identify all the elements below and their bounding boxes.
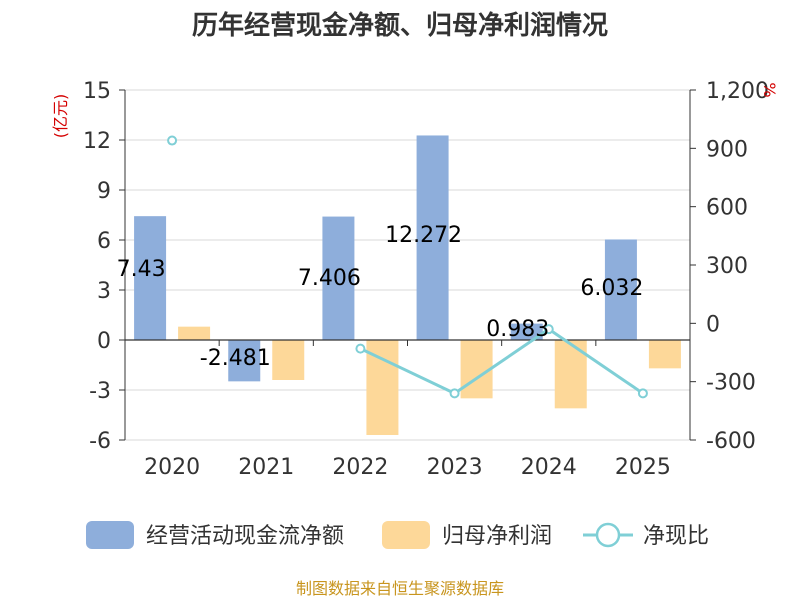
ratio-line-segment (453, 327, 550, 395)
ratio-line-segment (359, 347, 456, 395)
ratio-point (543, 324, 554, 335)
bar-cashflow (510, 323, 543, 340)
x-tick-label: 2025 (615, 455, 671, 480)
cashflow-data-label: 7.406 (298, 266, 361, 291)
legend-swatch-cashflow (86, 521, 134, 549)
bar-net-profit (460, 340, 493, 399)
y-right-tick-label: 0 (706, 312, 720, 337)
legend: 经营活动现金流净额 归母净利润 净现比 (86, 521, 709, 549)
cashflow-data-label: -2.481 (200, 346, 271, 371)
ratio-point (355, 343, 366, 354)
legend-swatch-net-profit (382, 521, 430, 549)
cashflow-data-label: 6.032 (580, 276, 643, 301)
bar-net-profit (178, 326, 211, 340)
legend-label-cashflow: 经营活动现金流净额 (146, 524, 344, 549)
y-right-unit: % (760, 82, 779, 97)
y-left-tick-label: 12 (83, 129, 111, 154)
bar-net-profit (366, 340, 399, 435)
data-labels-group: 7.43 -2.481 7.406 12.272 0.983 6.032 (117, 223, 644, 371)
legend-marker-ratio (595, 522, 621, 548)
cashflow-data-label: 7.43 (117, 257, 166, 282)
y-right-tick-label: 300 (706, 254, 748, 279)
bar-net-profit (648, 340, 681, 369)
gridlines (125, 89, 690, 441)
x-tick-label: 2023 (427, 455, 483, 480)
ratio-point (449, 388, 460, 399)
y-left-tick-label: -3 (89, 379, 111, 404)
y-left-tick-label: 0 (97, 329, 111, 354)
legend-label-ratio: 净现比 (643, 524, 709, 549)
y-left-tick-label: 3 (97, 279, 111, 304)
y-left-tick-label: 15 (83, 79, 111, 104)
y-left-tick-label: 9 (97, 179, 111, 204)
ratio-point (637, 388, 648, 399)
cashflow-data-label: 0.983 (486, 317, 549, 342)
axes-group: 15 12 9 6 3 0 -3 -6 1,200 900 600 300 0 -300 -600 (亿元)%… (51, 79, 779, 480)
cashflow-data-label: 12.272 (385, 223, 462, 248)
ratio-line-group (167, 135, 648, 399)
bars-group (134, 135, 681, 435)
bar-cashflow (322, 216, 355, 340)
y-right-tick-label: -600 (706, 429, 756, 454)
bar-cashflow (228, 340, 261, 382)
ratio-line-segment (547, 327, 644, 395)
bar-cashflow (604, 239, 637, 340)
bar-cashflow (416, 135, 449, 340)
y-right-tick-label: 1,200 (706, 79, 769, 104)
y-left-tick-label: 6 (97, 229, 111, 254)
bar-net-profit (272, 340, 305, 380)
source-note: 制图数据来自恒生聚源数据库 (296, 579, 504, 598)
x-tick-label: 2021 (238, 455, 294, 480)
x-tick-label: 2022 (332, 455, 388, 480)
y-left-unit: (亿元) (51, 94, 70, 139)
legend-label-net-profit: 归母净利润 (442, 524, 552, 549)
x-tick-label: 2020 (144, 455, 200, 480)
x-tick-label: 2024 (521, 455, 577, 480)
y-right-tick-label: 600 (706, 196, 748, 221)
y-right-tick-label: -300 (706, 371, 756, 396)
chart-title: 历年经营现金净额、归母净利润情况 (192, 10, 608, 41)
ratio-point (167, 135, 178, 146)
y-right-tick-label: 900 (706, 137, 748, 162)
bar-cashflow (134, 216, 167, 340)
y-left-tick-label: -6 (89, 429, 111, 454)
